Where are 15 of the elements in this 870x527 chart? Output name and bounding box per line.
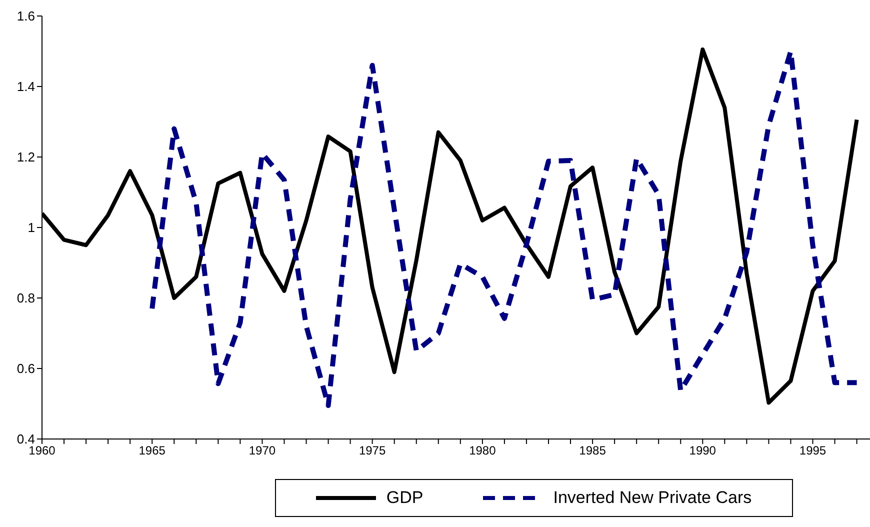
y-tick-label: 1 — [28, 220, 35, 236]
x-tick-label: 1970 — [248, 444, 276, 458]
y-tick-label: 1.6 — [16, 8, 35, 24]
y-tick-label: 1.2 — [16, 150, 35, 165]
x-tick-label: 1965 — [138, 444, 166, 458]
legend-label: Inverted New Private Cars — [553, 488, 752, 508]
x-tick-label: 1975 — [358, 444, 386, 458]
x-tick-label: 1980 — [469, 444, 496, 458]
y-tick-label: 0.8 — [16, 290, 35, 306]
y-tick-label: 0.6 — [16, 361, 35, 376]
x-tick-label: 1985 — [579, 444, 606, 458]
legend-label: GDP — [386, 488, 424, 508]
y-tick-label: 1.4 — [16, 79, 35, 94]
x-tick-label: 1995 — [799, 444, 826, 458]
x-tick-label: 1990 — [689, 444, 716, 458]
